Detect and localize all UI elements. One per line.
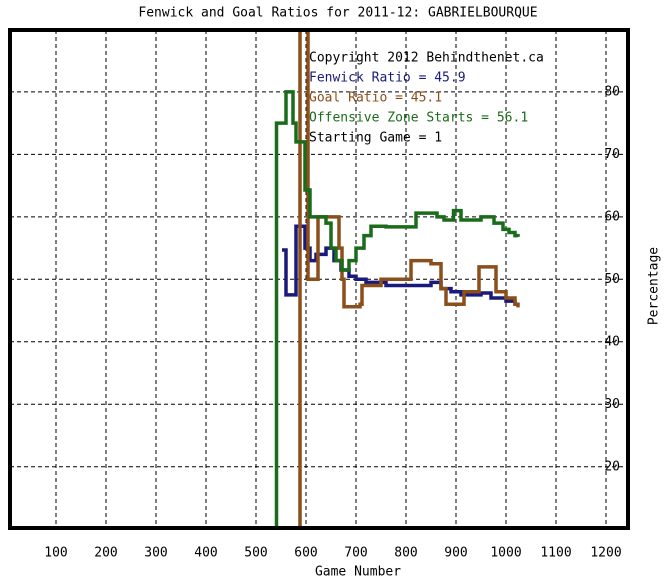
x-tick-label: 500 (244, 546, 267, 561)
plot-frame (8, 28, 630, 530)
x-tick-label: 400 (194, 546, 217, 561)
x-tick-label: 900 (444, 546, 467, 561)
y-tick-label: 30 (604, 397, 620, 412)
x-tick-label: 700 (344, 546, 367, 561)
x-tick-label: 1100 (540, 546, 571, 561)
legend-entry: Fenwick Ratio = 45.9 (309, 71, 466, 86)
x-tick-label: 800 (394, 546, 417, 561)
x-tick-label: 1000 (490, 546, 521, 561)
chart-title: Fenwick and Goal Ratios for 2011-12: GAB… (138, 6, 537, 21)
plot-lines (274, 30, 520, 528)
x-tick-label: 300 (144, 546, 167, 561)
y-tick-label: 60 (604, 209, 620, 224)
series-line (274, 90, 520, 528)
y-tick-label: 40 (604, 334, 620, 349)
x-tick-label: 200 (94, 546, 117, 561)
labels: 100 200 300 400 500 600 700 800 900 1000 1100 1200 2… (44, 51, 621, 561)
annotation: Copyright 2012 Behindthenet.ca (309, 51, 544, 66)
legend-entry: Offensive Zone Starts = 56.1 (309, 111, 528, 126)
x-tick-label: 600 (294, 546, 317, 561)
x-tick-label: 1200 (590, 546, 621, 561)
series-line (298, 30, 520, 528)
x-tick-label: 100 (44, 546, 67, 561)
y-axis-label: Percentage (647, 247, 662, 325)
y-tick-label: 50 (604, 272, 620, 287)
y-tick-label: 70 (604, 147, 620, 162)
y-tick-label: 20 (604, 459, 620, 474)
annotation: Starting Game = 1 (309, 131, 442, 146)
legend-entry: Goal Ratio = 45.1 (309, 91, 442, 106)
x-axis-label: Game Number (315, 565, 401, 580)
y-tick-label: 80 (604, 84, 620, 99)
